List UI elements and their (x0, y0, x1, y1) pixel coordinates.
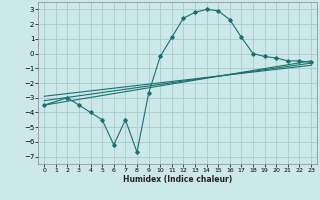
X-axis label: Humidex (Indice chaleur): Humidex (Indice chaleur) (123, 175, 232, 184)
